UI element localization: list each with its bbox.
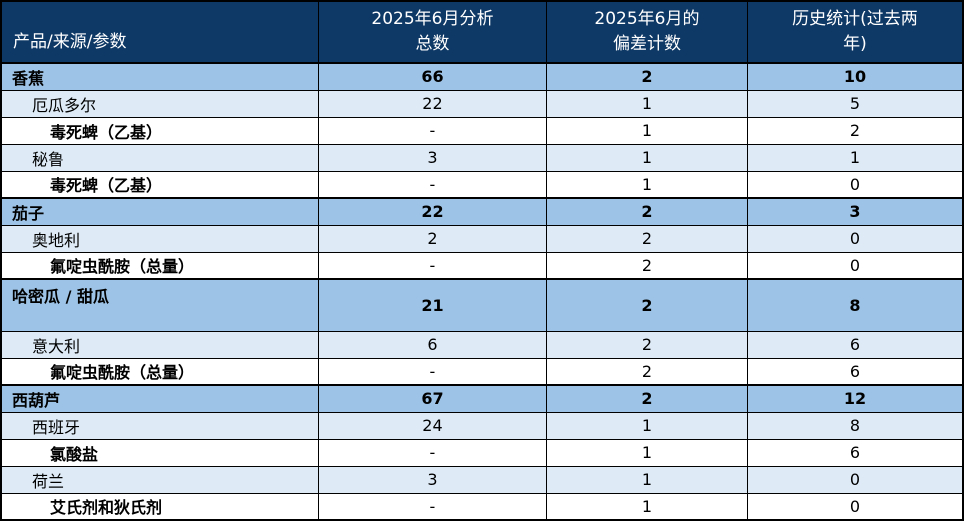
table-row: 西葫芦 67 2 12: [0, 384, 964, 413]
row-label-cell: 奥地利: [0, 224, 319, 253]
table-body: 香蕉 66 2 10 厄瓜多尔 22 1 5 毒死蜱（乙基） -1 2 秘鲁 3 1 1 毒死蜱（乙基） -1 0…: [0, 62, 964, 521]
history-cell: 6: [746, 357, 964, 386]
table-row: 意大利 6 2 6: [0, 330, 964, 359]
row-label-cell: 氟啶虫酰胺（总量）: [0, 251, 319, 280]
row-label-cell: 西班牙: [0, 411, 319, 440]
deviation-cell: 1: [545, 492, 748, 521]
row-label-cell: 氯酸盐: [0, 438, 319, 467]
history-cell: 6: [746, 330, 964, 359]
table-row: 秘鲁 3 1 1: [0, 143, 964, 172]
history-cell: 10: [746, 62, 964, 91]
deviation-cell: 1: [545, 438, 748, 467]
table-row: 氯酸盐 -1 6: [0, 438, 964, 467]
row-label-cell: 艾氏剂和狄氏剂: [0, 492, 319, 521]
deviation-cell: 2: [545, 224, 748, 253]
analyzed-cell: 21: [317, 278, 547, 332]
row-label-cell: 香蕉: [0, 62, 319, 91]
analyzed-cell: -: [317, 251, 547, 280]
analyzed-cell: 6: [317, 330, 547, 359]
row-label-cell: 哈密瓜 / 甜瓜: [0, 278, 319, 332]
analyzed-cell: 2: [317, 224, 547, 253]
deviation-cell: 1: [545, 89, 748, 118]
row-label-cell: 毒死蜱（乙基）: [0, 170, 319, 199]
deviation-cell: 2: [545, 357, 748, 386]
analyzed-cell: 22: [317, 197, 547, 226]
history-cell: 0: [746, 251, 964, 280]
row-label-cell: 西葫芦: [0, 384, 319, 413]
row-label-cell: 毒死蜱（乙基）: [0, 116, 319, 145]
history-cell: 8: [746, 411, 964, 440]
deviation-cell: 1: [545, 143, 748, 172]
deviation-cell: 2: [545, 384, 748, 413]
column-header-deviation-count: 2025年6月的 偏差计数: [545, 0, 748, 64]
history-cell: 0: [746, 224, 964, 253]
analyzed-cell: 67: [317, 384, 547, 413]
history-cell: 8: [746, 278, 964, 332]
table-row: 艾氏剂和狄氏剂 -1 0: [0, 492, 964, 521]
analyzed-cell: 3: [317, 465, 547, 494]
row-label-cell: 厄瓜多尔: [0, 89, 319, 118]
deviation-cell: 2: [545, 251, 748, 280]
row-label-cell: 荷兰: [0, 465, 319, 494]
history-cell: 1: [746, 143, 964, 172]
history-cell: 3: [746, 197, 964, 226]
row-label-cell: 秘鲁: [0, 143, 319, 172]
deviation-cell: 2: [545, 62, 748, 91]
analyzed-cell: -: [317, 492, 547, 521]
analyzed-cell: 3: [317, 143, 547, 172]
table-row: 香蕉 66 2 10: [0, 62, 964, 91]
deviation-cell: 1: [545, 411, 748, 440]
analyzed-cell: 24: [317, 411, 547, 440]
table-row: 厄瓜多尔 22 1 5: [0, 89, 964, 118]
deviation-cell: 1: [545, 116, 748, 145]
history-cell: 12: [746, 384, 964, 413]
table-row: 荷兰 3 1 0: [0, 465, 964, 494]
table-row: 氟啶虫酰胺（总量） -2 0: [0, 251, 964, 280]
analyzed-cell: -: [317, 357, 547, 386]
history-cell: 2: [746, 116, 964, 145]
history-cell: 0: [746, 465, 964, 494]
deviation-cell: 2: [545, 330, 748, 359]
table-row: 哈密瓜 / 甜瓜 21 2 8: [0, 278, 964, 332]
deviation-cell: 2: [545, 197, 748, 226]
column-header-analyzed-total: 2025年6月分析 总数: [317, 0, 547, 64]
deviation-cell: 1: [545, 465, 748, 494]
table-row: 奥地利 2 2 0: [0, 224, 964, 253]
analyzed-cell: 66: [317, 62, 547, 91]
deviation-cell: 2: [545, 278, 748, 332]
table-row: 茄子 22 2 3: [0, 197, 964, 226]
history-cell: 0: [746, 492, 964, 521]
history-cell: 5: [746, 89, 964, 118]
table-header: 产品/来源/参数 2025年6月分析 总数 2025年6月的 偏差计数 历史统计…: [0, 0, 964, 64]
table-row: 毒死蜱（乙基） -1 0: [0, 170, 964, 199]
table-row: 氟啶虫酰胺（总量） -2 6: [0, 357, 964, 386]
row-label-cell: 意大利: [0, 330, 319, 359]
deviation-cell: 1: [545, 170, 748, 199]
analyzed-cell: 22: [317, 89, 547, 118]
column-header-product-source-parameter: 产品/来源/参数: [0, 0, 319, 64]
history-cell: 0: [746, 170, 964, 199]
analyzed-cell: -: [317, 170, 547, 199]
table-row: 毒死蜱（乙基） -1 2: [0, 116, 964, 145]
analyzed-cell: -: [317, 438, 547, 467]
row-label-cell: 茄子: [0, 197, 319, 226]
table-row: 西班牙 24 1 8: [0, 411, 964, 440]
analyzed-cell: -: [317, 116, 547, 145]
header-row: 产品/来源/参数 2025年6月分析 总数 2025年6月的 偏差计数 历史统计…: [0, 0, 964, 64]
history-cell: 6: [746, 438, 964, 467]
column-header-history-stats: 历史统计(过去两 年): [746, 0, 964, 64]
row-label-cell: 氟啶虫酰胺（总量）: [0, 357, 319, 386]
